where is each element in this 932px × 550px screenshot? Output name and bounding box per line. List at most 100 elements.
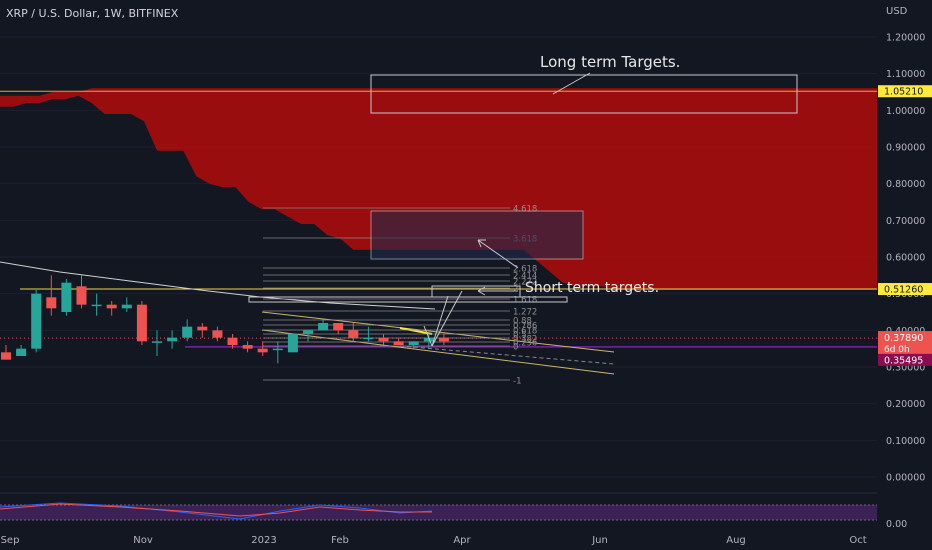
candle-body: [318, 322, 329, 331]
candle-body: [136, 304, 147, 342]
time-tick-label: Sep: [1, 535, 20, 546]
fib-label: 0.236: [513, 339, 537, 349]
wedge-mid-dashed: [399, 345, 615, 365]
chart-title: XRP / U.S. Dollar, 1W, BITFINEX: [6, 7, 179, 20]
candle-body: [1, 352, 11, 360]
price-tick-label: 0.70000: [886, 216, 925, 227]
oscillator-pane: [0, 492, 877, 521]
candles[interactable]: [1, 275, 449, 364]
ichimoku-cloud: [0, 88, 877, 290]
fib-label: 0.618: [513, 327, 537, 337]
candle-body: [303, 330, 313, 334]
price-tag-value: 0.51260: [884, 285, 923, 296]
fib-label: 0.786: [513, 322, 537, 332]
price-tag: [878, 85, 932, 98]
long-target-box: [370, 74, 798, 114]
price-tick-label: 1.10000: [886, 69, 925, 80]
price-tick-label: 0.60000: [886, 252, 925, 263]
price-tick-label: 0.30000: [886, 362, 925, 373]
candle-body: [257, 348, 268, 353]
osc-line-red: [0, 503, 432, 517]
price-tag-value: 0.35495: [884, 355, 923, 366]
fib-label: 2.272: [513, 278, 537, 288]
arrow-long: [552, 72, 591, 95]
price-tag: [878, 283, 932, 296]
time-axis[interactable]: Sep Nov 2023 Feb Apr Jun Aug Oct: [1, 535, 867, 546]
price-axis[interactable]: 1.20000 1.10000 1.00000 0.90000 0.80000 0.700…: [878, 32, 932, 530]
price-tick-label: 0.00000: [886, 473, 925, 484]
candle-body: [152, 341, 162, 343]
candle-body: [272, 348, 283, 351]
currency-label: USD: [886, 6, 908, 17]
time-tick-label: Feb: [331, 535, 349, 546]
time-tick-label: Oct: [849, 535, 866, 546]
fib-label: 1.618: [513, 296, 537, 306]
candle-body: [242, 344, 253, 349]
wedge-upper-line: [261, 311, 615, 353]
time-tick-label: 2023: [251, 535, 276, 546]
candle-body: [438, 337, 449, 342]
target-boxes: [248, 74, 798, 303]
mid-target-box: [370, 210, 584, 260]
annotations: Long term Targets. Short term targets.: [423, 53, 680, 347]
price-tag-value: 1.05210: [884, 87, 923, 98]
cloud-area: [0, 88, 877, 290]
fib-label: 2.414: [513, 272, 537, 282]
wedge-lower-line: [261, 329, 615, 375]
candle-body: [16, 348, 27, 356]
candle-body: [91, 304, 102, 307]
arrow-mid: [477, 239, 519, 269]
fib-label: 2: [513, 285, 518, 295]
short-term-label: Short term targets.: [525, 280, 659, 296]
thin-box: [248, 296, 568, 303]
candle-body: [121, 304, 132, 309]
candle-body: [378, 337, 389, 342]
time-tick-label: Jun: [591, 535, 608, 546]
time-tick-label: Nov: [133, 535, 153, 546]
candle-body: [348, 330, 359, 338]
candle-body: [212, 330, 223, 338]
fib-label: -1: [513, 377, 521, 387]
candle-body: [363, 337, 374, 340]
price-tag-value: 0.37890: [884, 333, 923, 344]
fib-label: 4.618: [513, 205, 537, 215]
fib-label: 1.272: [513, 308, 537, 318]
candle-body: [227, 337, 238, 345]
candle-body: [31, 293, 42, 349]
price-tag: [878, 353, 932, 366]
fib-label: 0: [513, 343, 518, 353]
price-tick-label: 0.20000: [886, 399, 925, 410]
price-tick-label: 0.10000: [886, 436, 925, 447]
candle-body: [167, 337, 178, 342]
time-tick-label: Apr: [453, 535, 471, 546]
fib-extension: 4.6183.6182.6182.4142.27221.6181.2720.88…: [263, 205, 537, 387]
price-tag: [878, 331, 932, 356]
candle-body: [333, 322, 344, 331]
candle-body: [106, 304, 117, 309]
fib-label: 0.5: [513, 331, 527, 341]
fib-label: 0.88: [513, 317, 532, 327]
candle-body: [423, 337, 434, 342]
fib-label: 2.618: [513, 265, 537, 275]
candle-body: [287, 333, 298, 353]
candle-body: [197, 326, 208, 331]
price-tick-label: 1.00000: [886, 106, 925, 117]
moving-average-line: [0, 261, 436, 310]
time-tick-label: Aug: [726, 535, 746, 546]
candle-body: [393, 341, 404, 345]
arrow-short: [477, 286, 518, 296]
price-tick-label: 1.20000: [886, 32, 925, 43]
price-tag-countdown: 6d 0h: [884, 345, 910, 355]
price-tick-label: 0.90000: [886, 142, 925, 153]
osc-tick-label: 0.00: [886, 519, 907, 530]
candle-body: [61, 282, 72, 312]
candle-body: [46, 297, 57, 309]
candle-body: [182, 326, 193, 338]
arrow-up-lines: [423, 290, 463, 347]
price-tick-label: 0.80000: [886, 179, 925, 190]
long-term-label: Long term Targets.: [540, 53, 680, 71]
candle-body: [408, 341, 419, 345]
candle-body: [76, 286, 87, 305]
fib-label: 0.382: [513, 335, 537, 345]
